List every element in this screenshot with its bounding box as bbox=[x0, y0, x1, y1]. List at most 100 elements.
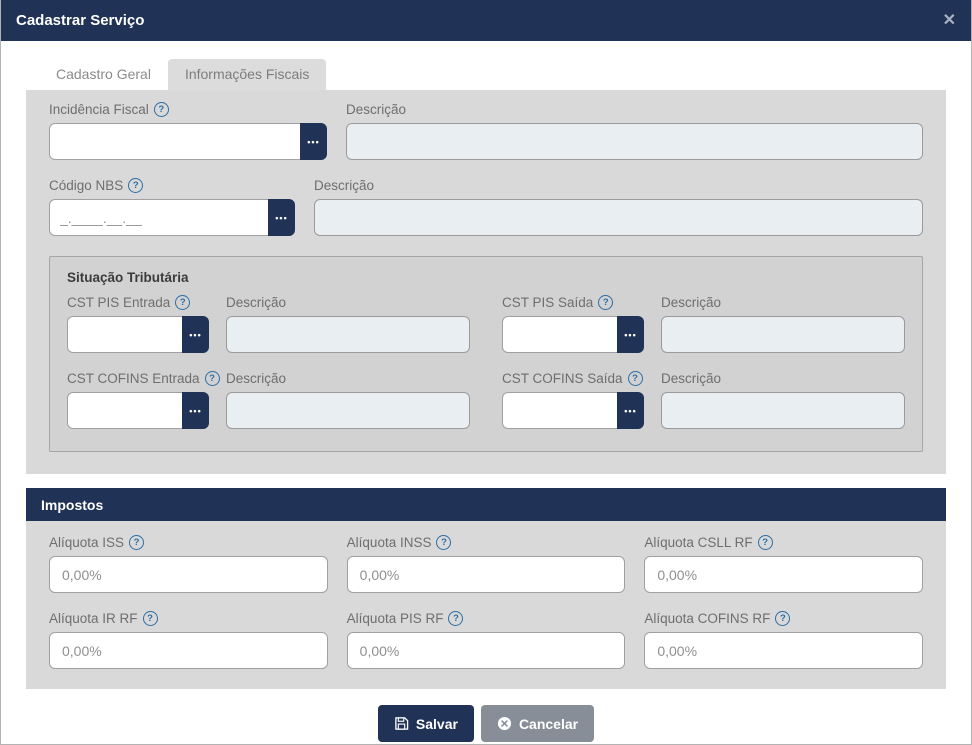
cst-cofins-entrada-descricao-field: Descrição bbox=[226, 371, 470, 429]
cst-pis-saida-descricao-input bbox=[661, 316, 905, 353]
cst-cofins-entrada-descricao-label: Descrição bbox=[226, 371, 470, 386]
aliquota-cofins-rf-field: Alíquota COFINS RF ? bbox=[644, 611, 924, 669]
cst-cofins-entrada-field: CST COFINS Entrada ? ••• bbox=[67, 371, 220, 429]
impostos-body: Alíquota ISS ? Alíquota INSS ? Alíquota … bbox=[26, 521, 946, 689]
fiscal-info-panel: Incidência Fiscal ? ••• Descrição Código… bbox=[26, 90, 946, 474]
save-button-label: Salvar bbox=[415, 715, 458, 732]
cst-cofins-saida-descricao-field: Descrição bbox=[661, 371, 905, 429]
aliquota-iss-label: Alíquota ISS ? bbox=[49, 535, 328, 550]
aliquota-inss-label: Alíquota INSS ? bbox=[347, 535, 626, 550]
cst-pis-entrada-group: CST PIS Entrada ? ••• Descrição bbox=[67, 295, 470, 353]
field-label-text: Alíquota INSS bbox=[346, 535, 432, 550]
cst-cofins-saida-descricao-input bbox=[661, 392, 905, 429]
cst-cofins-saida-field: CST COFINS Saída ? ••• bbox=[502, 371, 644, 429]
cst-cofins-entrada-input[interactable] bbox=[67, 392, 182, 429]
aliquota-ir-rf-input[interactable] bbox=[49, 632, 328, 669]
help-icon[interactable]: ? bbox=[436, 535, 452, 550]
field-label-text: Descrição bbox=[226, 295, 287, 310]
cst-cofins-row: CST COFINS Entrada ? ••• Descrição bbox=[67, 371, 905, 429]
situacao-tributaria-title: Situação Tributária bbox=[67, 270, 189, 285]
impostos-row-1: Alíquota ISS ? Alíquota INSS ? Alíquota … bbox=[49, 535, 924, 593]
aliquota-csll-rf-field: Alíquota CSLL RF ? bbox=[644, 535, 924, 593]
impostos-header: Impostos bbox=[26, 488, 946, 521]
cst-pis-entrada-descricao-label: Descrição bbox=[226, 295, 470, 310]
incidencia-fiscal-input[interactable] bbox=[49, 123, 300, 160]
field-label-text: Incidência Fiscal bbox=[49, 102, 149, 117]
tab-informacoes-fiscais[interactable]: Informações Fiscais bbox=[167, 59, 327, 90]
field-label-text: Descrição bbox=[661, 295, 722, 310]
cancel-button-label: Cancelar bbox=[518, 715, 579, 732]
help-icon[interactable]: ? bbox=[204, 371, 220, 386]
field-label-text: Alíquota ISS bbox=[49, 535, 125, 550]
codigo-nbs-lookup: ••• bbox=[49, 199, 295, 236]
aliquota-iss-input[interactable] bbox=[49, 556, 328, 593]
cst-pis-entrada-lookup: ••• bbox=[67, 316, 209, 353]
help-icon[interactable]: ? bbox=[175, 295, 191, 310]
help-icon[interactable]: ? bbox=[153, 102, 169, 117]
cst-cofins-saida-lookup: ••• bbox=[502, 392, 644, 429]
help-icon[interactable]: ? bbox=[128, 178, 144, 193]
save-icon bbox=[394, 716, 409, 731]
aliquota-ir-rf-field: Alíquota IR RF ? bbox=[49, 611, 328, 669]
field-label-text: Descrição bbox=[226, 371, 287, 386]
field-label-text: Alíquota CSLL RF bbox=[644, 535, 753, 550]
cancel-icon bbox=[497, 716, 512, 731]
help-icon[interactable]: ? bbox=[129, 535, 145, 550]
cst-pis-saida-field: CST PIS Saída ? ••• bbox=[502, 295, 644, 353]
help-icon[interactable]: ? bbox=[757, 535, 773, 550]
aliquota-csll-rf-input[interactable] bbox=[644, 556, 924, 593]
field-label-text: CST COFINS Entrada bbox=[67, 371, 200, 386]
aliquota-inss-input[interactable] bbox=[346, 556, 626, 593]
incidencia-descricao-input bbox=[346, 123, 923, 160]
modal-footer: Salvar Cancelar bbox=[1, 689, 971, 744]
aliquota-pis-rf-label: Alíquota PIS RF ? bbox=[347, 611, 626, 626]
field-label-text: Alíquota PIS RF bbox=[346, 611, 444, 626]
cst-pis-saida-input[interactable] bbox=[502, 316, 617, 353]
cst-pis-saida-lookup: ••• bbox=[502, 316, 644, 353]
cst-cofins-saida-descricao-label: Descrição bbox=[661, 371, 905, 386]
cst-cofins-saida-group: CST COFINS Saída ? ••• Descrição bbox=[502, 371, 905, 429]
codigo-nbs-label: Código NBS ? bbox=[49, 178, 295, 193]
incidencia-fiscal-label: Incidência Fiscal ? bbox=[49, 102, 327, 117]
field-label-text: CST COFINS Saída bbox=[502, 371, 623, 386]
aliquota-cofins-rf-input[interactable] bbox=[644, 632, 924, 669]
codigo-nbs-lookup-button[interactable]: ••• bbox=[268, 199, 295, 236]
incidencia-fiscal-lookup-button[interactable]: ••• bbox=[300, 123, 327, 160]
field-label-text: Código NBS bbox=[49, 178, 124, 193]
incidencia-fiscal-field: Incidência Fiscal ? ••• bbox=[49, 102, 327, 160]
close-icon[interactable]: ✕ bbox=[942, 11, 956, 29]
help-icon[interactable]: ? bbox=[448, 611, 464, 626]
tab-cadastro-geral[interactable]: Cadastro Geral bbox=[39, 59, 168, 90]
cst-cofins-saida-input[interactable] bbox=[502, 392, 617, 429]
cst-cofins-entrada-lookup-button[interactable]: ••• bbox=[182, 392, 209, 429]
help-icon[interactable]: ? bbox=[142, 611, 158, 626]
cst-cofins-saida-label: CST COFINS Saída ? bbox=[502, 371, 644, 386]
cst-cofins-entrada-lookup: ••• bbox=[67, 392, 209, 429]
help-icon[interactable]: ? bbox=[598, 295, 614, 310]
cst-pis-saida-lookup-button[interactable]: ••• bbox=[617, 316, 644, 353]
incidencia-descricao-label: Descrição bbox=[346, 102, 923, 117]
codigo-nbs-input[interactable] bbox=[49, 199, 268, 236]
cst-pis-entrada-descricao-field: Descrição bbox=[226, 295, 470, 353]
cst-pis-saida-label: CST PIS Saída ? bbox=[502, 295, 644, 310]
cst-cofins-saida-lookup-button[interactable]: ••• bbox=[617, 392, 644, 429]
cst-pis-saida-descricao-label: Descrição bbox=[661, 295, 905, 310]
aliquota-pis-rf-input[interactable] bbox=[346, 632, 626, 669]
field-label-text: CST PIS Saída bbox=[502, 295, 594, 310]
situacao-tributaria-panel: Situação Tributária CST PIS Entrada ? ••… bbox=[49, 256, 923, 452]
cst-pis-entrada-input[interactable] bbox=[67, 316, 182, 353]
impostos-row-2: Alíquota IR RF ? Alíquota PIS RF ? Alíqu… bbox=[49, 611, 924, 669]
cancel-button[interactable]: Cancelar bbox=[480, 705, 595, 742]
cst-pis-saida-descricao-field: Descrição bbox=[661, 295, 905, 353]
cst-pis-entrada-label: CST PIS Entrada ? bbox=[67, 295, 209, 310]
cst-pis-entrada-lookup-button[interactable]: ••• bbox=[182, 316, 209, 353]
cst-pis-entrada-field: CST PIS Entrada ? ••• bbox=[67, 295, 209, 353]
help-icon[interactable]: ? bbox=[775, 611, 791, 626]
nbs-descricao-field: Descrição bbox=[314, 178, 923, 236]
cst-cofins-entrada-descricao-input bbox=[226, 392, 470, 429]
help-icon[interactable]: ? bbox=[627, 371, 643, 386]
incidencia-descricao-field: Descrição bbox=[346, 102, 923, 160]
save-button[interactable]: Salvar bbox=[377, 705, 474, 742]
incidencia-fiscal-row: Incidência Fiscal ? ••• Descrição bbox=[49, 102, 923, 160]
